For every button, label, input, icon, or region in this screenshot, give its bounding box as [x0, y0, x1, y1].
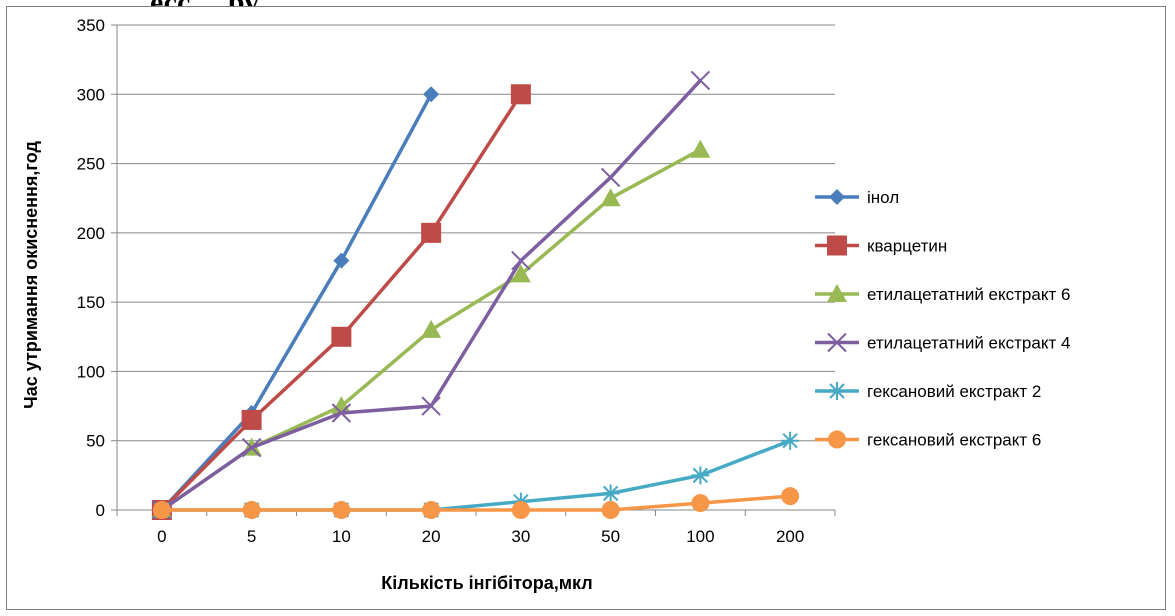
data-point [829, 189, 845, 205]
legend-item: етилацетатний екстракт 6 [815, 284, 1070, 304]
legend-item: етилацетатний екстракт 4 [815, 332, 1070, 353]
legend-label: етилацетатний екстракт 4 [867, 334, 1070, 353]
data-point [600, 167, 621, 188]
x-tick-label: 100 [686, 527, 714, 546]
data-point [241, 437, 262, 458]
data-point [827, 235, 847, 256]
data-point [421, 222, 442, 243]
x-tick-label: 0 [157, 527, 166, 546]
legend-item: інол [815, 188, 899, 207]
data-point [152, 501, 171, 519]
legend-item: гексановий екстракт 6 [815, 430, 1041, 450]
data-point [827, 332, 847, 353]
data-point [421, 396, 441, 416]
data-point [781, 431, 800, 450]
x-axis-title: Кількість інгібітора,мкл [381, 573, 592, 593]
axes [111, 24, 836, 516]
data-point [828, 382, 846, 400]
data-point [423, 86, 440, 103]
y-tick-label: 350 [77, 16, 105, 35]
legend-item: гексановий екстракт 2 [815, 382, 1041, 401]
series-6 [152, 487, 800, 519]
y-tick-labels: 0 50 100 150 200 250 300 350 [77, 16, 105, 520]
data-point [827, 284, 847, 302]
series-line [161, 494, 791, 512]
data-point [422, 501, 441, 519]
legend-label: кварцетин [867, 237, 947, 256]
x-tick-label: 50 [601, 527, 620, 546]
x-tick-label: 10 [332, 527, 351, 546]
x-tick-label: 200 [776, 527, 804, 546]
data-point [601, 484, 620, 503]
series-line [160, 93, 433, 512]
data-point [331, 396, 352, 415]
series-3 [151, 139, 711, 518]
data-point [332, 501, 351, 519]
x-tick-labels: 0 5 10 20 30 50 100 200 [157, 527, 804, 546]
data-point [510, 84, 531, 105]
legend: інол кварцетин етилацетатний екстракт 6 ети… [815, 188, 1070, 450]
legend-label: етилацетатний екстракт 6 [867, 285, 1070, 304]
x-tick-label: 5 [247, 527, 256, 546]
y-tick-label: 50 [86, 432, 105, 451]
data-point [781, 487, 800, 506]
series-4 [152, 70, 711, 520]
data-point [511, 501, 530, 519]
y-axis-title: Час утримання окиснення,год [21, 141, 41, 409]
data-point [690, 139, 711, 158]
legend-label: інол [867, 188, 899, 207]
data-point [511, 250, 531, 271]
data-point [333, 252, 350, 269]
data-point [690, 70, 711, 91]
data-point [331, 403, 352, 423]
data-point [241, 409, 262, 430]
data-point [601, 501, 620, 519]
data-point [242, 501, 261, 519]
series-group [151, 70, 800, 520]
data-point [331, 326, 352, 347]
data-point [691, 466, 710, 485]
legend-label: гексановий екстракт 6 [867, 431, 1041, 450]
legend-item: кварцетин [815, 235, 947, 256]
legend-label: гексановий екстракт 2 [867, 382, 1041, 401]
series-line [160, 79, 702, 512]
x-tick-label: 30 [511, 527, 530, 546]
y-tick-label: 0 [96, 501, 105, 520]
data-point [510, 264, 531, 283]
y-tick-label: 300 [77, 85, 105, 104]
y-tick-label: 200 [77, 224, 105, 243]
data-point [691, 494, 710, 513]
chart-frame: 0 50 100 150 200 250 300 350 0 5 10 20 30 50 100 200 і… [6, 6, 1166, 610]
x-tick-label: 20 [422, 527, 441, 546]
data-point [828, 430, 846, 449]
y-tick-label: 150 [77, 293, 105, 312]
data-point [421, 319, 442, 338]
y-tick-label: 100 [77, 362, 105, 381]
grid-lines [117, 24, 835, 442]
line-chart: 0 50 100 150 200 250 300 350 0 5 10 20 30 50 100 200 і… [21, 16, 1070, 593]
y-tick-label: 250 [77, 155, 105, 174]
data-point [600, 188, 621, 207]
